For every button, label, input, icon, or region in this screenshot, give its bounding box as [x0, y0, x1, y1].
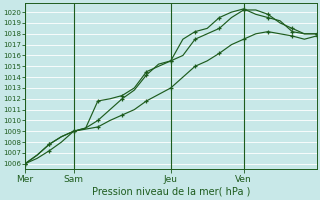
X-axis label: Pression niveau de la mer( hPa ): Pression niveau de la mer( hPa ) — [92, 187, 250, 197]
